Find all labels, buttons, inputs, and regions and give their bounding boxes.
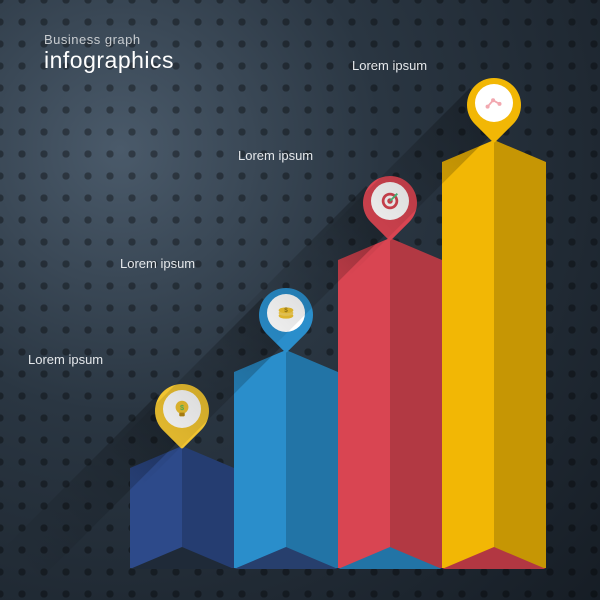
bar-label-2: Lorem ipsum xyxy=(120,256,195,271)
map-pin-1 xyxy=(155,384,209,438)
bar-3 xyxy=(338,238,442,568)
bulb-icon xyxy=(163,390,201,428)
bar-label-1: Lorem ipsum xyxy=(28,352,103,367)
graph-icon xyxy=(475,84,513,122)
bar-label-3: Lorem ipsum xyxy=(238,148,313,163)
coins-icon xyxy=(267,294,305,332)
bar-1 xyxy=(130,446,234,568)
bar-4 xyxy=(442,140,546,568)
bar-2 xyxy=(234,350,338,568)
target-icon xyxy=(371,182,409,220)
map-pin-3 xyxy=(363,176,417,230)
map-pin-4 xyxy=(467,78,521,132)
chart-stage: Lorem ipsum Lorem ipsum Lorem ipsum Lorem i… xyxy=(0,0,600,600)
map-pin-2 xyxy=(259,288,313,342)
bar-label-4: Lorem ipsum xyxy=(352,58,427,73)
